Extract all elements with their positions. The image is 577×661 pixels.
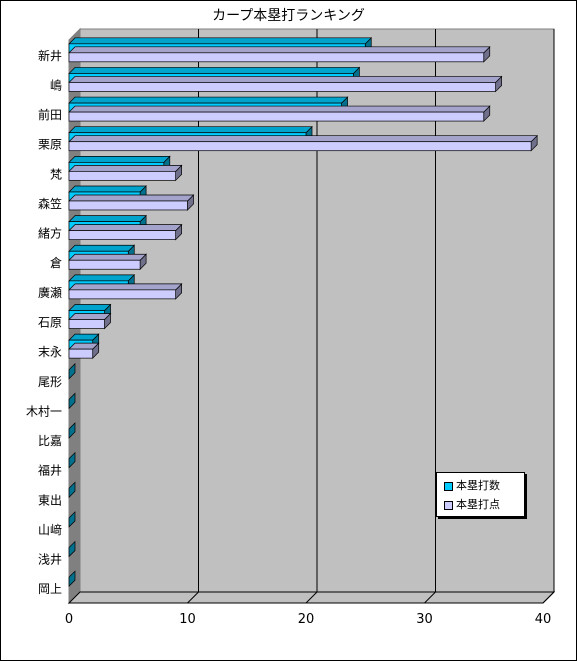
bar-top-s0-2 xyxy=(68,96,349,104)
bar-stub-s0-11 xyxy=(68,362,76,380)
x-tick-label-0: 0 xyxy=(65,612,73,627)
bar-top-s0-4 xyxy=(68,155,171,163)
bar-s1-5 xyxy=(68,200,188,211)
x-tick-label-2: 20 xyxy=(298,612,315,627)
bar-s1-10 xyxy=(68,348,94,359)
bar-s1-7 xyxy=(68,259,141,270)
bar-top-s0-3 xyxy=(68,126,313,134)
bar-top-s1-6 xyxy=(68,224,183,231)
bar-stub-s0-14 xyxy=(68,451,76,469)
category-label-5: 森笠 xyxy=(38,196,62,211)
category-label-11: 尾形 xyxy=(38,375,62,389)
category-label-12: 木村一 xyxy=(26,404,62,418)
x-tick-label-3: 30 xyxy=(416,612,433,627)
x-tick-label-4: 40 xyxy=(535,612,552,627)
bar-stub-s0-18 xyxy=(68,570,76,588)
bar-top-s0-7 xyxy=(68,244,136,252)
bar-s1-8 xyxy=(68,289,177,300)
bar-top-s1-0 xyxy=(68,46,491,54)
category-label-9: 石原 xyxy=(38,316,62,330)
bar-top-s0-9 xyxy=(68,304,112,311)
category-label-6: 緒方 xyxy=(38,226,62,241)
bar-s1-3 xyxy=(68,141,532,152)
bar-stub-s0-13 xyxy=(68,422,76,439)
bar-stub-s0-15 xyxy=(68,481,76,499)
bar-stub-s0-12 xyxy=(68,392,76,410)
x-tick-label-1: 10 xyxy=(179,612,196,627)
bar-s1-4 xyxy=(68,170,177,181)
bar-top-s0-1 xyxy=(68,67,361,74)
category-label-4: 梵 xyxy=(50,167,62,181)
category-label-8: 廣瀬 xyxy=(38,286,62,300)
gridline-floor-4 xyxy=(542,591,555,604)
legend-label-series-1: 本塁打数 xyxy=(456,479,500,492)
legend-item-series-2: 本塁打点 xyxy=(444,498,500,512)
category-label-10: 末永 xyxy=(38,345,62,359)
legend-swatch-series-1 xyxy=(444,481,453,491)
bar-stub-s0-17 xyxy=(68,540,76,558)
bar-top-s1-1 xyxy=(68,76,503,83)
bar-s1-6 xyxy=(68,230,177,240)
bar-top-s0-8 xyxy=(68,274,136,282)
bar-s1-2 xyxy=(68,111,485,122)
legend-label-series-2: 本塁打点 xyxy=(456,498,500,511)
category-label-7: 倉 xyxy=(50,255,62,270)
category-label-16: 山﨑 xyxy=(38,522,62,537)
gridline-floor-1 xyxy=(187,591,199,604)
bar-top-s1-4 xyxy=(68,164,183,172)
category-label-13: 比嘉 xyxy=(38,434,62,448)
bar-stub-s0-16 xyxy=(68,511,76,528)
gridline-floor-2 xyxy=(305,591,318,604)
category-label-3: 栗原 xyxy=(38,138,62,152)
bar-top-s0-6 xyxy=(68,215,147,222)
bar-s1-1 xyxy=(68,82,496,92)
category-label-0: 新井 xyxy=(38,48,62,63)
category-label-17: 浅井 xyxy=(38,553,62,567)
category-label-14: 福井 xyxy=(38,463,62,478)
bar-top-s0-5 xyxy=(68,185,147,193)
category-label-15: 東出 xyxy=(38,493,62,507)
bar-top-s1-7 xyxy=(68,253,147,261)
bar-top-s1-2 xyxy=(68,105,491,113)
bar-top-s1-3 xyxy=(68,135,538,143)
category-label-2: 前田 xyxy=(38,107,62,122)
chart-title: カープ本塁打ランキング xyxy=(212,8,365,24)
legend-swatch-series-2 xyxy=(444,500,453,510)
bar-s1-0 xyxy=(68,52,485,63)
bar-top-s1-9 xyxy=(68,313,112,320)
bar-s1-9 xyxy=(68,319,105,329)
bar-top-s1-5 xyxy=(68,194,195,202)
bar-top-s0-0 xyxy=(68,37,373,45)
category-label-1: 嶋 xyxy=(50,78,62,92)
legend-item-series-1: 本塁打数 xyxy=(444,479,500,493)
category-label-18: 岡上 xyxy=(38,582,62,596)
chart-legend: 本塁打数 本塁打点 xyxy=(436,472,525,517)
gridline-floor-3 xyxy=(424,591,436,604)
bar-top-s1-8 xyxy=(68,283,183,291)
